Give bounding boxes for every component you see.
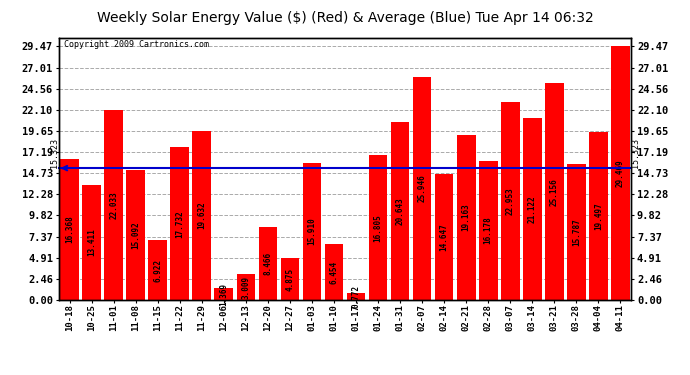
Text: 22.033: 22.033 [109,191,118,219]
Bar [281,258,299,300]
Bar [391,122,409,300]
Bar [60,159,79,300]
Text: 20.643: 20.643 [395,197,404,225]
Text: 3.009: 3.009 [241,276,250,298]
Text: 19.163: 19.163 [462,204,471,231]
Bar [193,131,211,300]
Text: 15.323: 15.323 [50,138,59,168]
Text: 6.454: 6.454 [330,261,339,284]
Text: 16.805: 16.805 [373,214,382,242]
Text: 25.946: 25.946 [417,174,426,202]
Bar [259,227,277,300]
Bar [523,118,542,300]
Text: 16.178: 16.178 [484,216,493,244]
Bar [104,110,123,300]
Text: 15.092: 15.092 [131,221,140,249]
Bar [126,170,145,300]
Bar [324,244,344,300]
Text: 13.411: 13.411 [87,228,96,256]
Text: 16.368: 16.368 [65,216,74,243]
Bar [435,174,453,300]
Text: 6.922: 6.922 [153,259,162,282]
Bar [303,163,322,300]
Bar [237,274,255,300]
Bar [457,135,475,300]
Text: 15.910: 15.910 [308,217,317,245]
Bar [148,240,167,300]
Bar [368,155,387,300]
Text: 19.497: 19.497 [594,202,603,230]
Text: 17.732: 17.732 [175,210,184,238]
Bar [346,293,366,300]
Bar [215,288,233,300]
Text: 21.122: 21.122 [528,195,537,223]
Text: 4.875: 4.875 [286,267,295,291]
Bar [170,147,189,300]
Bar [501,102,520,300]
Text: 25.156: 25.156 [550,178,559,206]
Text: Weekly Solar Energy Value ($) (Red) & Average (Blue) Tue Apr 14 06:32: Weekly Solar Energy Value ($) (Red) & Av… [97,11,593,25]
Bar [545,84,564,300]
Bar [82,184,101,300]
Text: 22.953: 22.953 [506,188,515,215]
Text: 19.632: 19.632 [197,202,206,229]
Bar [479,161,497,300]
Text: 1.369: 1.369 [219,282,228,306]
Text: 15.787: 15.787 [572,218,581,246]
Text: 29.469: 29.469 [616,159,625,187]
Text: 8.466: 8.466 [264,252,273,275]
Bar [413,77,431,300]
Bar [611,46,630,300]
Text: 0.772: 0.772 [351,285,360,308]
Bar [589,132,608,300]
Text: 14.647: 14.647 [440,223,449,251]
Text: Copyright 2009 Cartronics.com: Copyright 2009 Cartronics.com [64,40,209,49]
Text: 15.323: 15.323 [631,138,640,168]
Bar [567,164,586,300]
